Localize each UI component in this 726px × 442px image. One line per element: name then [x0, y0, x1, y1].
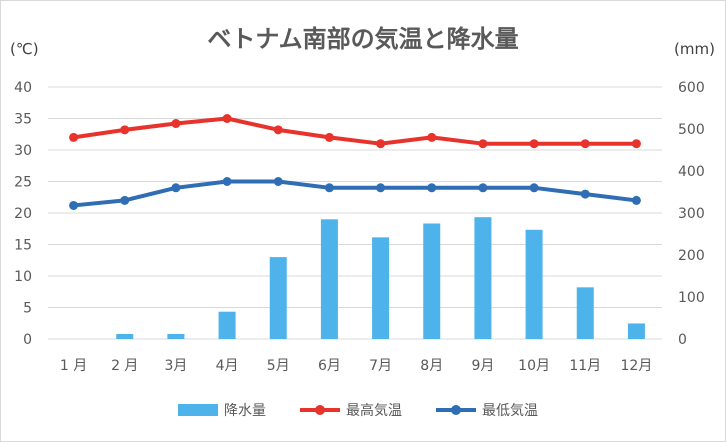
low-temp-point — [427, 183, 437, 193]
x-tick-label: 6月 — [318, 358, 341, 374]
left-tick-label: 35 — [14, 112, 32, 128]
x-tick-label: 4月 — [216, 358, 239, 374]
left-tick-label: 30 — [14, 143, 32, 159]
legend: 降水量 最高気温 最低気温 — [178, 402, 538, 419]
precip-bar — [576, 287, 594, 339]
x-tick-label: 12月 — [621, 358, 653, 374]
high-temp-point — [69, 132, 79, 142]
legend-low-temp-marker — [451, 405, 461, 415]
legend-high-temp-marker — [315, 405, 325, 415]
low-temp-point — [324, 183, 334, 193]
high-temp-line — [73, 116, 637, 146]
high-temp-point — [580, 139, 590, 149]
precip-bar — [372, 237, 390, 339]
precip-bar — [218, 311, 236, 339]
high-temp-point — [171, 119, 181, 129]
right-tick-label: 400 — [678, 164, 705, 180]
legend-low-temp-label: 最低気温 — [482, 403, 538, 419]
low-temp-point — [273, 177, 283, 186]
low-temp-point — [69, 200, 79, 210]
low-temp-point — [478, 183, 488, 193]
precip-bar — [525, 229, 543, 339]
low-temp-point — [120, 195, 130, 205]
precip-bars — [116, 217, 645, 339]
x-tick-label: 2 月 — [111, 358, 138, 374]
x-tick-label: 7月 — [369, 358, 392, 374]
x-tick-label: 1 月 — [60, 358, 87, 374]
temperature-lines — [69, 114, 641, 210]
x-tick-label: 5月 — [267, 358, 290, 374]
low-temp-point — [631, 195, 641, 205]
high-temp-point — [222, 114, 232, 123]
high-temp-point — [631, 139, 641, 149]
precip-bar — [423, 223, 441, 339]
high-temp-point — [273, 125, 283, 135]
high-temp-point — [324, 132, 334, 142]
low-temp-point — [171, 183, 181, 193]
high-temp-point — [427, 132, 437, 142]
left-tick-label: 10 — [14, 269, 32, 285]
low-temp-point — [529, 183, 539, 193]
right-tick-label: 500 — [678, 122, 705, 138]
left-tick-label: 20 — [14, 206, 32, 222]
right-tick-label: 100 — [678, 290, 705, 306]
chart-title: ベトナム南部の気温と降水量 — [207, 25, 518, 53]
x-tick-label: 3月 — [164, 358, 187, 374]
legend-high-temp-label: 最高気温 — [346, 402, 402, 419]
low-temp-point — [222, 177, 232, 186]
precip-bar — [627, 323, 645, 339]
left-tick-label: 0 — [23, 332, 32, 348]
right-tick-label: 0 — [678, 332, 687, 348]
right-tick-label: 200 — [678, 248, 705, 264]
high-temp-point — [120, 125, 130, 135]
low-temp-line — [73, 179, 637, 208]
left-tick-label: 15 — [14, 238, 32, 254]
left-axis-unit: (℃) — [10, 40, 39, 58]
x-tick-label: 9月 — [471, 358, 494, 374]
legend-precip-swatch — [178, 404, 218, 416]
high-temp-point — [376, 139, 386, 149]
left-tick-label: 40 — [14, 80, 32, 96]
left-tick-label: 25 — [14, 175, 32, 191]
low-temp-point — [580, 189, 590, 199]
precip-bar — [116, 333, 134, 339]
precip-bar — [167, 333, 185, 339]
precip-bar — [269, 257, 287, 339]
left-tick-label: 5 — [23, 301, 32, 317]
low-temp-point — [376, 183, 386, 193]
high-temp-point — [478, 139, 488, 149]
right-tick-label: 300 — [678, 206, 705, 222]
precip-bar — [474, 217, 492, 339]
right-axis-unit: (mm) — [674, 40, 715, 58]
gridlines — [48, 86, 662, 340]
high-temp-point — [529, 139, 539, 149]
x-tick-label: 11月 — [569, 358, 601, 374]
x-tick-label: 8月 — [420, 358, 443, 374]
legend-precip-label: 降水量 — [224, 403, 266, 419]
precip-bar — [320, 219, 338, 339]
right-tick-label: 600 — [678, 80, 705, 96]
x-tick-label: 10月 — [518, 358, 550, 374]
